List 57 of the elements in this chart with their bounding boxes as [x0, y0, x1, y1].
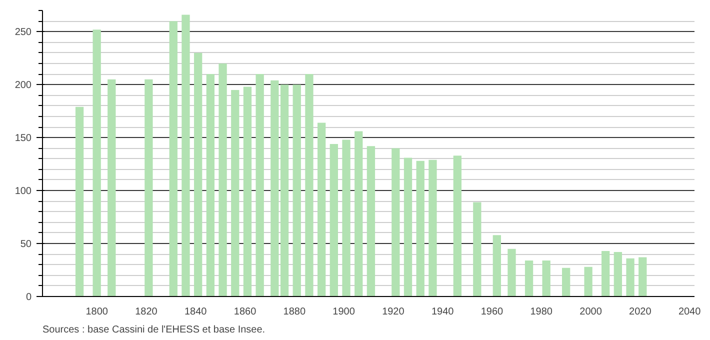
bar [144, 79, 153, 296]
bar [492, 235, 501, 296]
x-tick-label: 1800 [86, 306, 108, 318]
x-tick-label: 1860 [234, 306, 257, 318]
bar [330, 144, 338, 296]
bar [206, 74, 215, 296]
source-note: Sources : base Cassini de l'EHESS et base Insee. [42, 324, 266, 336]
x-tick-label: 1920 [382, 306, 405, 318]
bar [243, 86, 252, 296]
bar [416, 160, 424, 296]
x-tick-label: 1960 [480, 306, 504, 318]
x-tick-label: 1820 [135, 306, 158, 318]
bar [108, 79, 116, 296]
bar [342, 140, 350, 296]
bar [231, 90, 240, 296]
x-tick-label: 1940 [431, 306, 454, 318]
bar [366, 146, 376, 296]
x-tick-label: 1980 [530, 306, 553, 318]
bar [318, 122, 326, 296]
y-tick-label: 0 [26, 292, 32, 303]
bar [453, 156, 462, 296]
bar [524, 260, 534, 296]
y-tick-label: 250 [14, 27, 32, 38]
x-tick-label: 2000 [580, 306, 602, 318]
bar [305, 74, 314, 296]
bar [194, 52, 202, 296]
bar [508, 248, 516, 296]
bar [614, 252, 622, 296]
bar [270, 80, 279, 296]
bar [256, 74, 264, 296]
y-tick-label: 150 [14, 133, 32, 144]
bar [404, 158, 412, 296]
bar [638, 257, 647, 296]
bar [542, 260, 550, 296]
bar [280, 84, 289, 296]
bar [92, 30, 101, 296]
x-tick-label: 2040 [678, 306, 702, 318]
x-tick-label: 1840 [184, 306, 208, 318]
x-tick-label: 1880 [283, 306, 306, 318]
bar [75, 106, 84, 296]
bar [354, 131, 363, 296]
bar [562, 268, 570, 296]
bar [169, 21, 178, 296]
bar [218, 63, 227, 296]
bar [292, 84, 301, 296]
x-tick-label: 1900 [332, 306, 356, 318]
bar [602, 250, 610, 296]
bar [182, 14, 190, 296]
x-tick-label: 2020 [629, 306, 652, 318]
bar [626, 258, 634, 296]
bar [584, 266, 592, 296]
bar [473, 202, 482, 296]
y-tick-label: 100 [14, 186, 32, 198]
bar [428, 160, 437, 296]
y-tick-label: 50 [20, 239, 32, 250]
bar [392, 148, 400, 296]
y-tick-label: 200 [14, 80, 32, 92]
